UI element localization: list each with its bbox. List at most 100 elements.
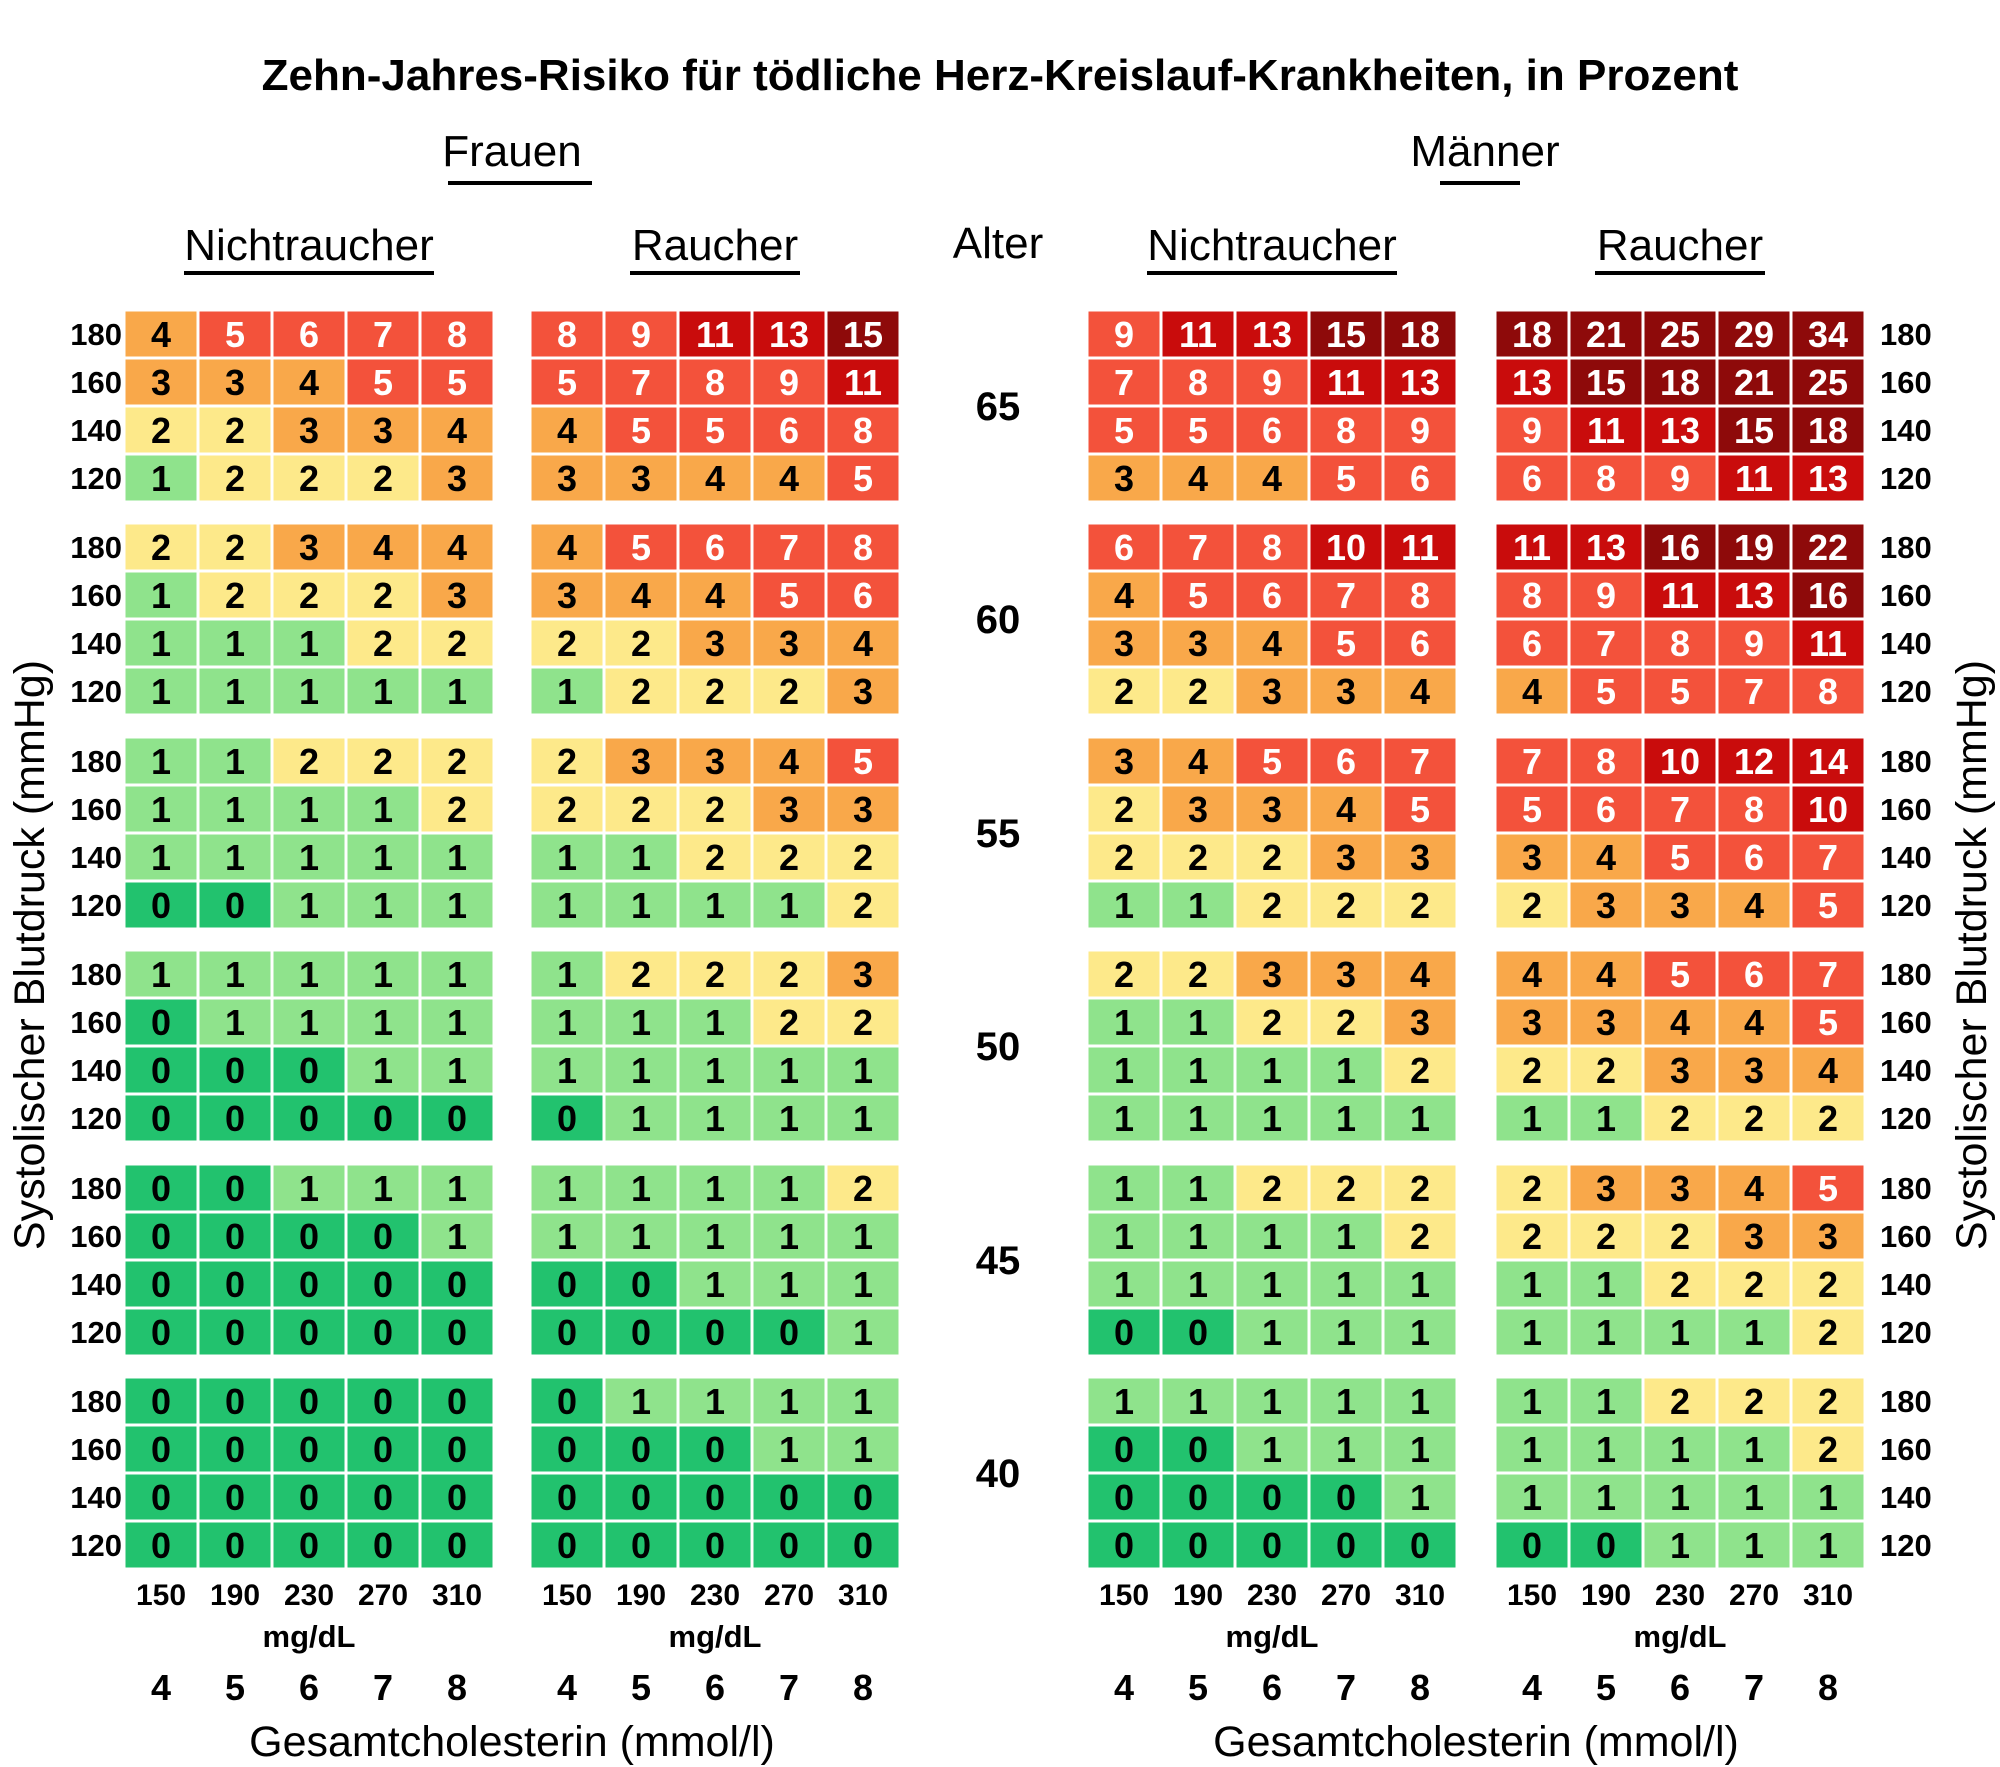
cell-value: 1 (1262, 1312, 1282, 1353)
heatmap-cell (1233, 452, 1311, 504)
cell-value: 0 (373, 1216, 393, 1257)
cell-value: 1 (1818, 1477, 1838, 1518)
heatmap-cell (1493, 356, 1571, 408)
cell-value: 0 (1114, 1312, 1134, 1353)
bp-tick-left: 140 (70, 1267, 122, 1302)
cholesterol-mmol-tick: 5 (631, 1667, 651, 1708)
cell-value: 0 (447, 1381, 467, 1422)
heatmap-cell (676, 521, 754, 573)
heatmap-cell (750, 996, 828, 1048)
cell-value: 4 (1410, 671, 1430, 712)
cell-value: 0 (1114, 1429, 1134, 1470)
heatmap-cell (1789, 783, 1867, 835)
cell-value: 8 (1336, 410, 1356, 451)
heatmap-cell (750, 521, 828, 573)
cell-value: 2 (1262, 837, 1282, 878)
group-label-raucher: Raucher (632, 221, 798, 270)
cell-value: 3 (1336, 954, 1356, 995)
heatmap-cell (1233, 1210, 1311, 1262)
bp-tick-left: 180 (70, 530, 122, 565)
cell-value: 7 (1818, 954, 1838, 995)
cell-value: 3 (557, 458, 577, 499)
heatmap-cell (344, 665, 422, 717)
heatmap-cell (750, 1519, 828, 1571)
heatmap-cell (1567, 1519, 1645, 1571)
heatmap-cell (270, 831, 348, 883)
cell-value: 1 (373, 954, 393, 995)
cholesterol-mgdl-tick: 270 (358, 1579, 408, 1612)
heatmap-cell (528, 1092, 606, 1144)
heatmap-cell (1159, 569, 1237, 621)
cell-value: 3 (1114, 623, 1134, 664)
cell-value: 6 (1744, 837, 1764, 878)
cell-value: 5 (1818, 1002, 1838, 1043)
cell-value: 1 (1410, 1477, 1430, 1518)
cell-value: 1 (705, 1216, 725, 1257)
heatmap-cell (1493, 1258, 1571, 1310)
heatmap-cell (676, 1044, 754, 1096)
heatmap-cell (418, 452, 496, 504)
heatmap-cell (196, 452, 274, 504)
heatmap-cell (1085, 356, 1163, 408)
cell-value: 2 (1336, 1168, 1356, 1209)
cell-value: 11 (1809, 623, 1847, 664)
cell-value: 4 (557, 410, 577, 451)
heatmap-cell (1567, 879, 1645, 931)
heatmap-cell (1381, 452, 1459, 504)
cholesterol-mmol-tick: 4 (1522, 1667, 1542, 1708)
cell-value: 1 (1188, 1098, 1208, 1139)
heatmap-cell (1493, 1306, 1571, 1358)
cholesterol-mmol-tick: 8 (853, 1667, 873, 1708)
cholesterol-mmol-tick: 7 (779, 1667, 799, 1708)
cell-value: 3 (557, 575, 577, 616)
cell-value: 1 (631, 885, 651, 926)
cell-value: 7 (779, 527, 799, 568)
cell-value: 1 (705, 1168, 725, 1209)
heatmap-cell (418, 831, 496, 883)
cell-value: 2 (373, 458, 393, 499)
heatmap-cell (270, 308, 348, 360)
heatmap-cell (418, 617, 496, 669)
cholesterol-mmol-tick: 6 (705, 1667, 725, 1708)
cell-value: 1 (1336, 1381, 1356, 1422)
heatmap-cell (1381, 948, 1459, 1000)
heatmap-cell (602, 783, 680, 835)
cell-value: 2 (557, 789, 577, 830)
unit-mgdl-label: mg/dL (263, 1619, 356, 1654)
cell-value: 1 (853, 1050, 873, 1091)
cell-value: 2 (631, 789, 651, 830)
cell-value: 10 (1808, 789, 1848, 830)
cell-value: 10 (1660, 741, 1700, 782)
heatmap-cell (270, 665, 348, 717)
cell-value: 0 (853, 1525, 873, 1566)
heatmap-cell (1381, 1092, 1459, 1144)
cell-value: 1 (1410, 1264, 1430, 1305)
cell-value: 13 (1400, 362, 1440, 403)
cell-value: 0 (225, 1050, 245, 1091)
cholesterol-mgdl-tick: 270 (764, 1579, 814, 1612)
heatmap-cell (1789, 996, 1867, 1048)
cell-value: 0 (779, 1477, 799, 1518)
cell-value: 4 (1410, 954, 1430, 995)
heatmap-cell (418, 569, 496, 621)
heatmap-cell (418, 308, 496, 360)
bp-tick-left: 160 (70, 1432, 122, 1467)
heatmap-cell (1641, 735, 1719, 787)
cell-value: 1 (1596, 1312, 1616, 1353)
cell-value: 0 (151, 1168, 171, 1209)
chart-title: Zehn-Jahres-Risiko für tödliche Herz-Kre… (262, 51, 1739, 100)
cell-value: 5 (1818, 1168, 1838, 1209)
cell-value: 0 (299, 1429, 319, 1470)
cell-value: 5 (705, 410, 725, 451)
heatmap-cell (1159, 996, 1237, 1048)
heatmap-cell (1159, 521, 1237, 573)
cell-value: 1 (779, 885, 799, 926)
cell-value: 1 (1522, 1477, 1542, 1518)
cell-value: 2 (1410, 1050, 1430, 1091)
cell-value: 1 (1262, 1216, 1282, 1257)
cell-value: 1 (373, 1050, 393, 1091)
bp-tick-left: 180 (70, 1384, 122, 1419)
cell-value: 3 (1596, 885, 1616, 926)
cell-value: 4 (779, 741, 799, 782)
cholesterol-mmol-tick: 8 (447, 1667, 467, 1708)
